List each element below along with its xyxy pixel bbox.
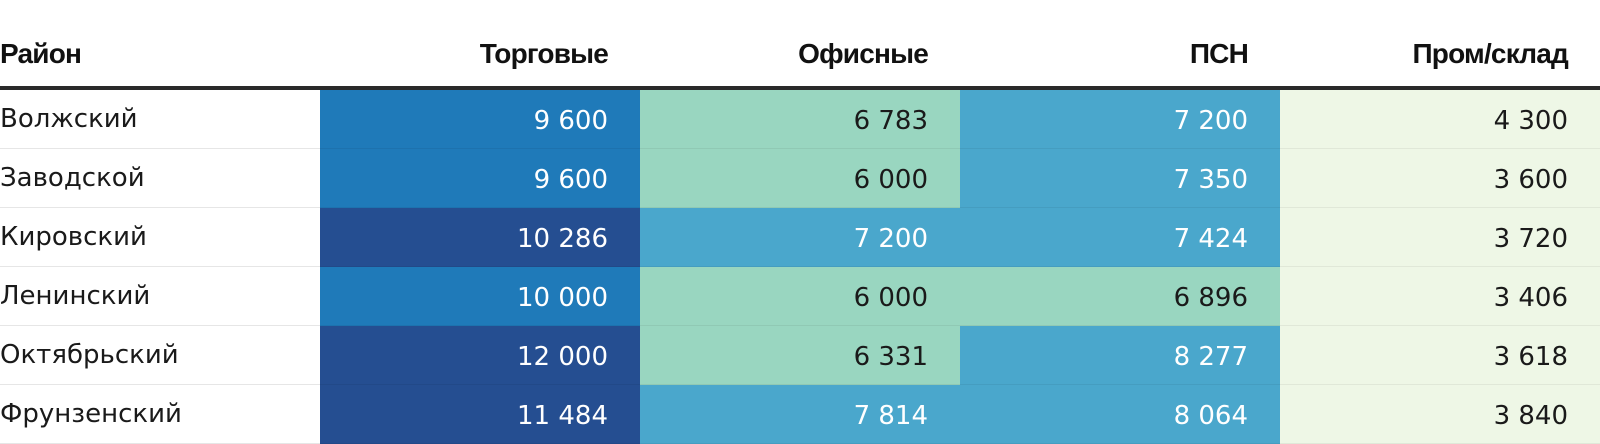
table-row: Кировский 10 286 7 200 7 424 3 720 [0,207,1600,267]
table-row: Фрунзенский 11 484 7 814 8 064 3 840 [0,384,1600,444]
heat-cell: 3 406 [1280,266,1600,326]
header-row: Район Торговые Офисные ПСН Пром/склад [0,22,1600,90]
heat-cell: 7 200 [960,88,1280,149]
row-label: Заводской [0,148,320,208]
row-label: Волжский [0,88,320,149]
row-label: Кировский [0,207,320,267]
heat-cell: 6 896 [960,266,1280,326]
heat-cell: 3 618 [1280,325,1600,385]
heatmap-table: Район Торговые Офисные ПСН Пром/склад Во… [0,22,1600,444]
column-header-office: Офисные [640,22,960,90]
heat-cell: 9 600 [320,88,640,149]
table-row: Ленинский 10 000 6 000 6 896 3 406 [0,266,1600,326]
heat-cell: 10 286 [320,207,640,267]
heat-cell: 8 064 [960,384,1280,444]
table-row: Октябрьский 12 000 6 331 8 277 3 618 [0,325,1600,385]
heat-cell: 9 600 [320,148,640,208]
column-header-retail: Торговые [320,22,640,90]
heat-cell: 6 000 [640,148,960,208]
heat-cell: 3 600 [1280,148,1600,208]
column-header-district: Район [0,22,320,90]
column-header-industrial-warehouse: Пром/склад [1280,22,1600,90]
heat-cell: 7 200 [640,207,960,267]
heat-cell: 6 331 [640,325,960,385]
row-label: Ленинский [0,266,320,326]
heatmap-table-container: Район Торговые Офисные ПСН Пром/склад Во… [0,22,1600,444]
column-header-psn: ПСН [960,22,1280,90]
table-body: Волжский 9 600 6 783 7 200 4 300 Заводской 9 6… [0,88,1600,444]
heat-cell: 7 814 [640,384,960,444]
heat-cell: 7 424 [960,207,1280,267]
heat-cell: 10 000 [320,266,640,326]
row-label: Фрунзенский [0,384,320,444]
row-label: Октябрьский [0,325,320,385]
heat-cell: 3 720 [1280,207,1600,267]
heat-cell: 6 000 [640,266,960,326]
heat-cell: 12 000 [320,325,640,385]
heat-cell: 11 484 [320,384,640,444]
heat-cell: 6 783 [640,88,960,149]
heat-cell: 8 277 [960,325,1280,385]
heat-cell: 7 350 [960,148,1280,208]
heat-cell: 4 300 [1280,88,1600,149]
heat-cell: 3 840 [1280,384,1600,444]
table-row: Заводской 9 600 6 000 7 350 3 600 [0,148,1600,208]
table-row: Волжский 9 600 6 783 7 200 4 300 [0,88,1600,149]
